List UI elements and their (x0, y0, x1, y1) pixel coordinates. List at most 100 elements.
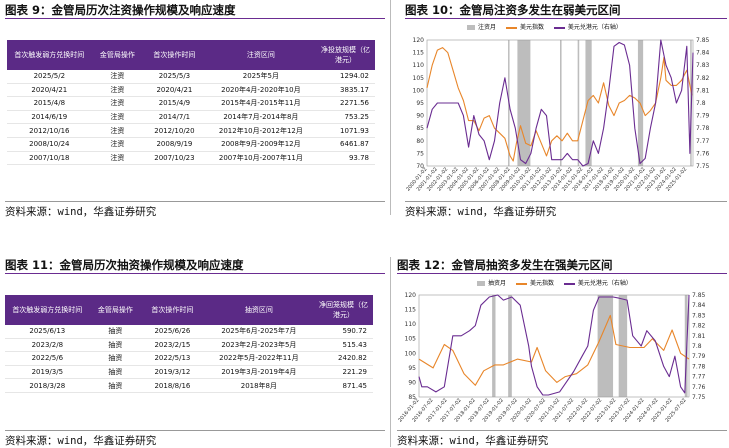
y-tick-label: 85 (408, 394, 416, 401)
table-header-row: 首次触发弱方兑换时间 金管局操作 首次操作时间 注资区间 净投放规模（亿港元） (7, 40, 375, 70)
table-cell: 注资 (91, 83, 144, 98)
table-cell: 2012年10月-2012年12月 (205, 123, 317, 138)
legend-swatch (477, 281, 485, 286)
y-tick-label: 105 (413, 75, 425, 82)
table-cell: 2019/3/12 (141, 365, 204, 380)
table-cell: 753.25 (316, 110, 375, 125)
legend-item: 美元兑港元（右轴） (563, 278, 632, 287)
event-span-bar (508, 295, 512, 397)
table-cell: 2014/6/19 (7, 110, 92, 125)
y2-tick-label: 7.82 (696, 75, 710, 82)
table-row: 2025/6/13 抽资 2025/6/26 2025年6月-2025年7月 590.7… (5, 325, 373, 339)
table-cell: 2015/4/9 (143, 96, 206, 111)
y-tick-label: 110 (413, 62, 425, 69)
hkd-series-line (426, 39, 694, 167)
legend-item: 美元指数 (505, 22, 544, 31)
table-cell: 2015年4月-2015年11月 (205, 96, 317, 111)
y2-tick-label: 7.8 (696, 100, 706, 107)
table-cell: 515.43 (314, 338, 373, 353)
table-cell: 2012/10/20 (143, 123, 206, 138)
panel-title: 图表 12：金管局抽资多发生在强美元区间 (397, 257, 727, 274)
table-cell: 2008年9月-2009年12月 (205, 137, 317, 152)
table-cell: 2025/6/26 (141, 325, 204, 339)
table-cell: 2025/5/2 (7, 70, 92, 84)
column-divider (390, 257, 391, 447)
table-cell: 2008/10/24 (7, 137, 92, 152)
y2-tick-label: 7.79 (696, 113, 710, 120)
table-cell: 2018年8月 (203, 378, 315, 393)
chart-legend: 注资月 美元指数 美元兑港元（右轴） (467, 22, 630, 31)
y-tick-label: 120 (413, 37, 425, 44)
y-tick-label: 90 (408, 379, 416, 386)
table-cell: 2015/4/8 (7, 96, 92, 111)
injection-table: 首次触发弱方兑换时间 金管局操作 首次操作时间 注资区间 净投放规模（亿港元） 2025/… (7, 40, 375, 166)
table-row: 2008/10/24 注资 2008/9/19 2008年9月-2009年12月 646… (7, 137, 375, 152)
table-cell: 2014/7/1 (143, 110, 206, 125)
table-cell: 抽资 (89, 378, 142, 393)
table-cell: 2018/8/16 (141, 378, 204, 393)
table-cell: 抽资 (89, 325, 142, 339)
table-row: 2015/4/8 注资 2015/4/9 2015年4月-2015年11月 2271.5… (7, 96, 375, 111)
table-cell: 抽资 (89, 338, 142, 353)
table-cell: 2019/3/5 (5, 365, 90, 380)
dxy-series-line (426, 47, 693, 162)
legend-swatch (515, 282, 527, 285)
source-note: 资料来源：wind，华鑫证券研究 (5, 430, 385, 448)
y2-tick-label: 7.85 (696, 37, 710, 44)
table-cell: 2012/10/16 (7, 123, 92, 138)
y-tick-label: 110 (405, 321, 417, 328)
table-cell: 2020/4/21 (143, 83, 206, 98)
table-cell: 2025年6月-2025年7月 (203, 325, 315, 339)
event-span-bar (577, 40, 580, 166)
table-cell: 2023年2月-2023年5月 (203, 338, 315, 353)
column-header: 抽资区间 (203, 295, 315, 325)
y2-tick-label: 7.84 (696, 50, 710, 57)
table-cell: 2022/5/6 (5, 351, 90, 366)
weak-usd-chart: 70 75 80 85 90 95 100 105 110 115 120 7.75 7.76 7.77 7… (405, 37, 710, 193)
strong-usd-chart: 85 90 95 100 105 110 115 120 7.75 7.76 7.77 7.78 7.7… (397, 292, 706, 424)
table-header-row: 首次触发弱方兑换时间 金管局操作 首次操作时间 抽资区间 净回笼规模（亿港元） (5, 295, 373, 325)
table-cell: 590.72 (314, 325, 373, 339)
legend-item: 美元指数 (515, 278, 554, 287)
table-cell: 6461.87 (316, 137, 375, 152)
y-tick-label: 115 (405, 307, 417, 314)
plot-frame (426, 39, 694, 167)
source-note: 资料来源：wind，华鑫证券研究 (397, 430, 727, 448)
table-cell: 2018/3/28 (5, 378, 90, 393)
table-cell: 注资 (91, 137, 144, 152)
table-cell: 871.45 (314, 378, 373, 393)
panel-title: 图表 10：金管局注资多发生在弱美元区间 (405, 2, 727, 19)
column-divider (390, 0, 391, 215)
table-cell: 2271.56 (316, 96, 375, 111)
table-cell: 2023/2/8 (5, 338, 90, 353)
event-span-bar (597, 295, 614, 397)
y-tick-label: 75 (416, 150, 424, 157)
table-cell: 93.78 (316, 151, 375, 166)
y2-tick-label: 7.85 (692, 292, 706, 299)
legend-swatch (563, 282, 575, 285)
y2-tick-label: 7.77 (696, 138, 710, 145)
panel-chart-10: 图表 10：金管局注资多发生在弱美元区间 注资月 美元指数 美元兑港元（右轴） … (405, 2, 727, 218)
table-cell: 注资 (91, 151, 144, 166)
legend-swatch (505, 26, 517, 29)
legend-item: 美元兑港元（右轴） (553, 22, 622, 31)
table-cell: 抽资 (89, 365, 142, 380)
y2-tick-label: 7.8 (692, 343, 702, 350)
y2-tick-label: 7.78 (692, 363, 706, 370)
table-cell: 2023/2/15 (141, 338, 204, 353)
table-cell: 注资 (91, 110, 144, 125)
table-row: 2025/5/2 注资 2025/5/3 2025年5月 1294.02 (7, 70, 375, 84)
table-row: 2014/6/19 注资 2014/7/1 2014年7月-2014年8月 753.25 (7, 110, 375, 125)
table-cell: 注资 (91, 70, 144, 84)
event-span-bar (492, 295, 496, 397)
panel-title: 图表 9：金管局历次注资操作规模及响应速度 (5, 2, 385, 19)
table-cell: 抽资 (89, 351, 142, 366)
table-cell: 2022年5月-2022年11月 (203, 351, 315, 366)
table-cell: 2007/10/23 (143, 151, 206, 166)
chart-legend: 抽资月 美元指数 美元兑港元（右轴） (477, 278, 640, 287)
table-row: 2007/10/18 注资 2007/10/23 2007年10月-2007年11月 9… (7, 151, 375, 166)
legend-item: 抽资月 (477, 278, 506, 287)
y2-tick-label: 7.79 (692, 353, 706, 360)
source-note: 资料来源：wind，华鑫证券研究 (5, 201, 385, 219)
hkd-series-line (418, 294, 690, 396)
